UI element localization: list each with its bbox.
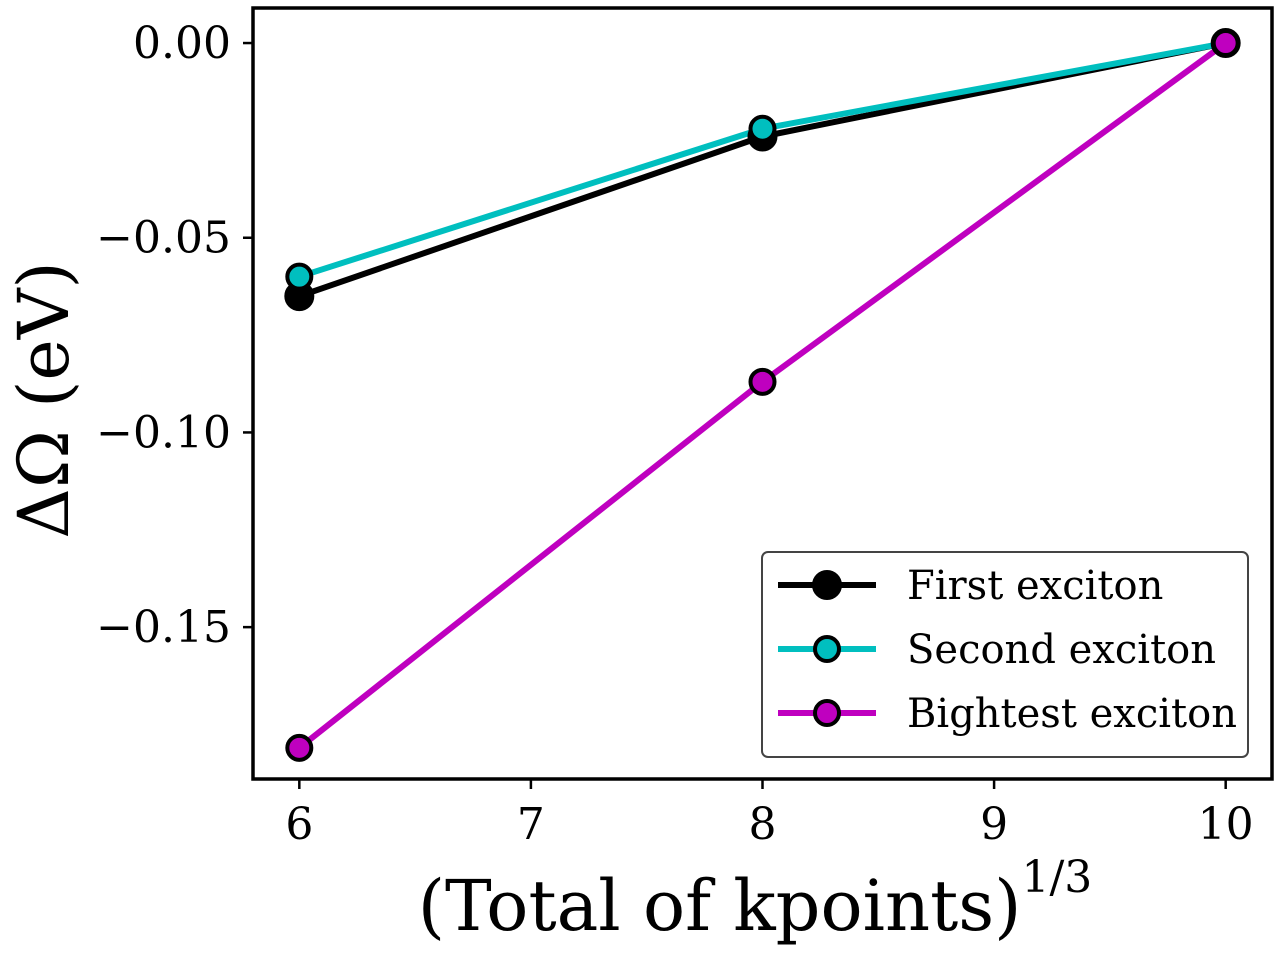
series-3-point [1211, 29, 1240, 58]
legend-marker-1 [812, 570, 842, 600]
legend-box [761, 551, 1249, 758]
y-tick-label: −0.05 [96, 213, 231, 264]
legend-label-2: Second exciton [907, 627, 1216, 673]
legend-label-3: Bightest exciton [907, 691, 1237, 737]
x-axis-title: (Total of kpoints)1/3 [418, 852, 1093, 947]
y-axis: 0.00 −0.05 −0.10 −0.15 [96, 18, 253, 653]
series-2-point [748, 114, 777, 143]
legend-marker-2 [813, 635, 841, 663]
x-tick-label: 6 [285, 799, 313, 850]
x-axis-title-superscript: 1/3 [1021, 852, 1092, 903]
x-axis: 6 7 8 9 10 [285, 779, 1254, 850]
x-tick-label: 7 [517, 799, 545, 850]
series-2-point [285, 262, 314, 291]
legend-marker-3 [813, 699, 841, 727]
series-layer [284, 28, 1241, 762]
x-tick-label: 9 [980, 799, 1008, 850]
y-tick-label: 0.00 [133, 18, 231, 69]
series-3-point [748, 367, 777, 396]
y-axis-title: ΔΩ (eV) [3, 261, 85, 538]
x-axis-title-main: (Total of kpoints) [418, 865, 1022, 947]
series-3-point [285, 733, 314, 762]
legend-label-1: First exciton [907, 563, 1163, 609]
y-tick-label: −0.15 [96, 602, 231, 653]
y-tick-label: −0.10 [96, 407, 231, 458]
x-tick-label: 10 [1198, 799, 1254, 850]
x-tick-label: 8 [749, 799, 777, 850]
legend: First exciton Second exciton Bightest exci… [761, 551, 1249, 758]
